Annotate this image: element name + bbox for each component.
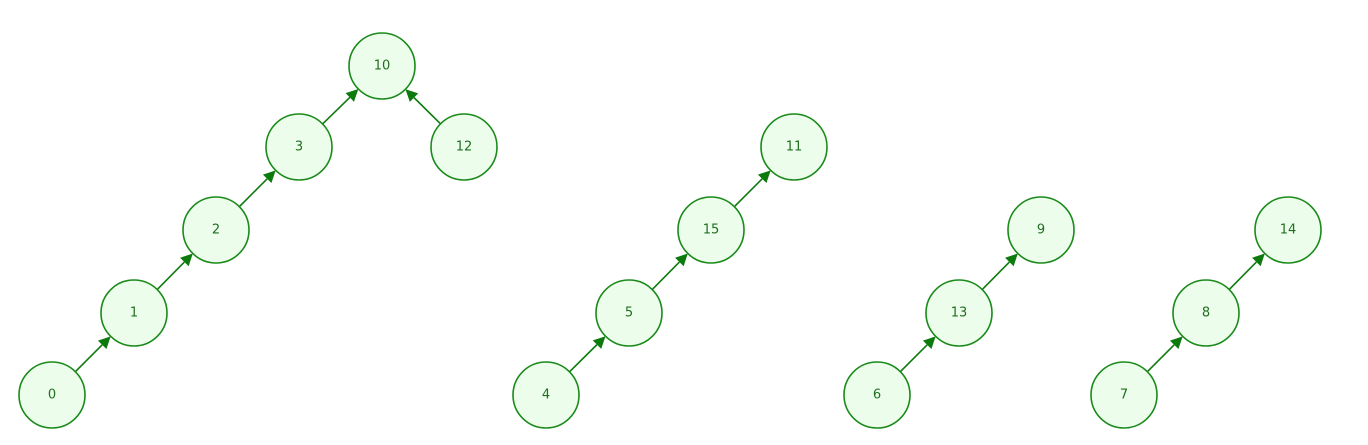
arrowhead-icon [757, 170, 771, 184]
arrowhead-icon [180, 253, 193, 267]
edge-3-to-10 [322, 89, 359, 125]
edge-7-to-8 [1146, 336, 1183, 373]
node-label: 14 [1280, 223, 1297, 238]
node-label: 2 [212, 223, 220, 238]
edge-line [1228, 261, 1257, 291]
edge-8-to-14 [1228, 253, 1265, 291]
arrowhead-icon [97, 336, 111, 350]
edge-line [1146, 344, 1175, 373]
node-8[interactable]: 8 [1172, 279, 1240, 347]
edge-5-to-15 [651, 253, 688, 291]
node-circle [18, 361, 86, 429]
arrowhead-icon [405, 89, 419, 102]
node-7[interactable]: 7 [1090, 361, 1158, 429]
edge-line [568, 344, 598, 373]
edge-line [651, 261, 680, 291]
node-label: 11 [786, 140, 803, 155]
edge-2-to-3 [238, 170, 276, 208]
node-circle [1090, 361, 1158, 429]
node-circle [595, 279, 663, 347]
node-circle [512, 361, 580, 429]
node-label: 10 [374, 59, 391, 74]
node-label: 13 [951, 306, 968, 321]
edge-line [413, 97, 442, 125]
edge-13-to-9 [981, 253, 1018, 291]
edge-line [238, 178, 268, 208]
edge-line [74, 344, 103, 373]
node-circle [1172, 279, 1240, 347]
node-circle [843, 361, 911, 429]
node-label: 15 [703, 223, 720, 238]
node-label: 9 [1037, 223, 1045, 238]
node-label: 1 [130, 306, 138, 321]
edges-layer [74, 89, 1265, 373]
node-1[interactable]: 1 [100, 279, 168, 347]
node-2[interactable]: 2 [182, 196, 250, 264]
node-circle [100, 279, 168, 347]
edge-6-to-13 [899, 336, 936, 373]
node-label: 6 [873, 388, 881, 403]
node-circle [430, 113, 498, 181]
node-4[interactable]: 4 [512, 361, 580, 429]
node-label: 4 [542, 388, 550, 403]
node-14[interactable]: 14 [1254, 196, 1322, 264]
node-circle [677, 196, 745, 264]
node-9[interactable]: 9 [1007, 196, 1075, 264]
node-circle [182, 196, 250, 264]
node-circle [1007, 196, 1075, 264]
edge-15-to-11 [733, 170, 771, 208]
node-circle [348, 32, 416, 100]
node-6[interactable]: 6 [843, 361, 911, 429]
edge-line [322, 96, 351, 125]
arrowhead-icon [1005, 253, 1018, 267]
node-label: 12 [456, 140, 473, 155]
arrowhead-icon [592, 336, 606, 349]
edge-1-to-2 [156, 253, 193, 291]
edge-4-to-5 [568, 336, 606, 373]
node-circle [925, 279, 993, 347]
edge-line [733, 178, 763, 208]
edge-line [981, 261, 1010, 291]
node-0[interactable]: 0 [18, 361, 86, 429]
node-label: 5 [625, 306, 633, 321]
arrowhead-icon [675, 253, 688, 267]
node-label: 3 [295, 140, 303, 155]
node-13[interactable]: 13 [925, 279, 993, 347]
edge-12-to-10 [405, 89, 442, 125]
node-10[interactable]: 10 [348, 32, 416, 100]
node-circle [265, 113, 333, 181]
arrowhead-icon [1169, 336, 1183, 350]
arrowhead-icon [345, 89, 359, 102]
node-11[interactable]: 11 [760, 113, 828, 181]
arrowhead-icon [262, 170, 276, 184]
arrowhead-icon [1252, 253, 1265, 267]
node-label: 0 [48, 388, 56, 403]
node-3[interactable]: 3 [265, 113, 333, 181]
node-12[interactable]: 12 [430, 113, 498, 181]
edge-line [156, 261, 185, 291]
node-circle [760, 113, 828, 181]
edge-line [899, 344, 928, 373]
node-15[interactable]: 15 [677, 196, 745, 264]
node-label: 7 [1120, 388, 1128, 403]
node-5[interactable]: 5 [595, 279, 663, 347]
arrowhead-icon [922, 336, 936, 350]
edge-0-to-1 [74, 336, 111, 373]
node-circle [1254, 196, 1322, 264]
node-label: 8 [1202, 306, 1210, 321]
